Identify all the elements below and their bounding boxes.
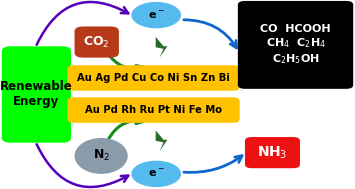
Text: N$_2$: N$_2$ [93,148,110,163]
Text: e$^-$: e$^-$ [148,10,165,21]
Polygon shape [155,130,168,151]
Text: CO  HCOOH
CH$_4$  C$_2$H$_4$
C$_2$H$_5$OH: CO HCOOH CH$_4$ C$_2$H$_4$ C$_2$H$_5$OH [260,24,331,66]
FancyBboxPatch shape [75,26,119,58]
Circle shape [131,2,181,28]
Text: Au Pd Rh Ru Pt Ni Fe Mo: Au Pd Rh Ru Pt Ni Fe Mo [85,105,222,115]
Circle shape [131,161,181,187]
Text: CO$_2$: CO$_2$ [83,35,110,50]
Polygon shape [155,37,168,58]
FancyBboxPatch shape [2,46,71,143]
FancyBboxPatch shape [67,65,240,91]
FancyBboxPatch shape [67,97,240,123]
Text: NH$_3$: NH$_3$ [257,144,288,161]
FancyBboxPatch shape [245,137,300,168]
Text: e$^-$: e$^-$ [148,168,165,179]
Text: Au Ag Pd Cu Co Ni Sn Zn Bi: Au Ag Pd Cu Co Ni Sn Zn Bi [77,73,230,83]
FancyBboxPatch shape [238,1,353,89]
Ellipse shape [75,138,128,174]
Text: Renewable
Energy: Renewable Energy [0,81,73,108]
